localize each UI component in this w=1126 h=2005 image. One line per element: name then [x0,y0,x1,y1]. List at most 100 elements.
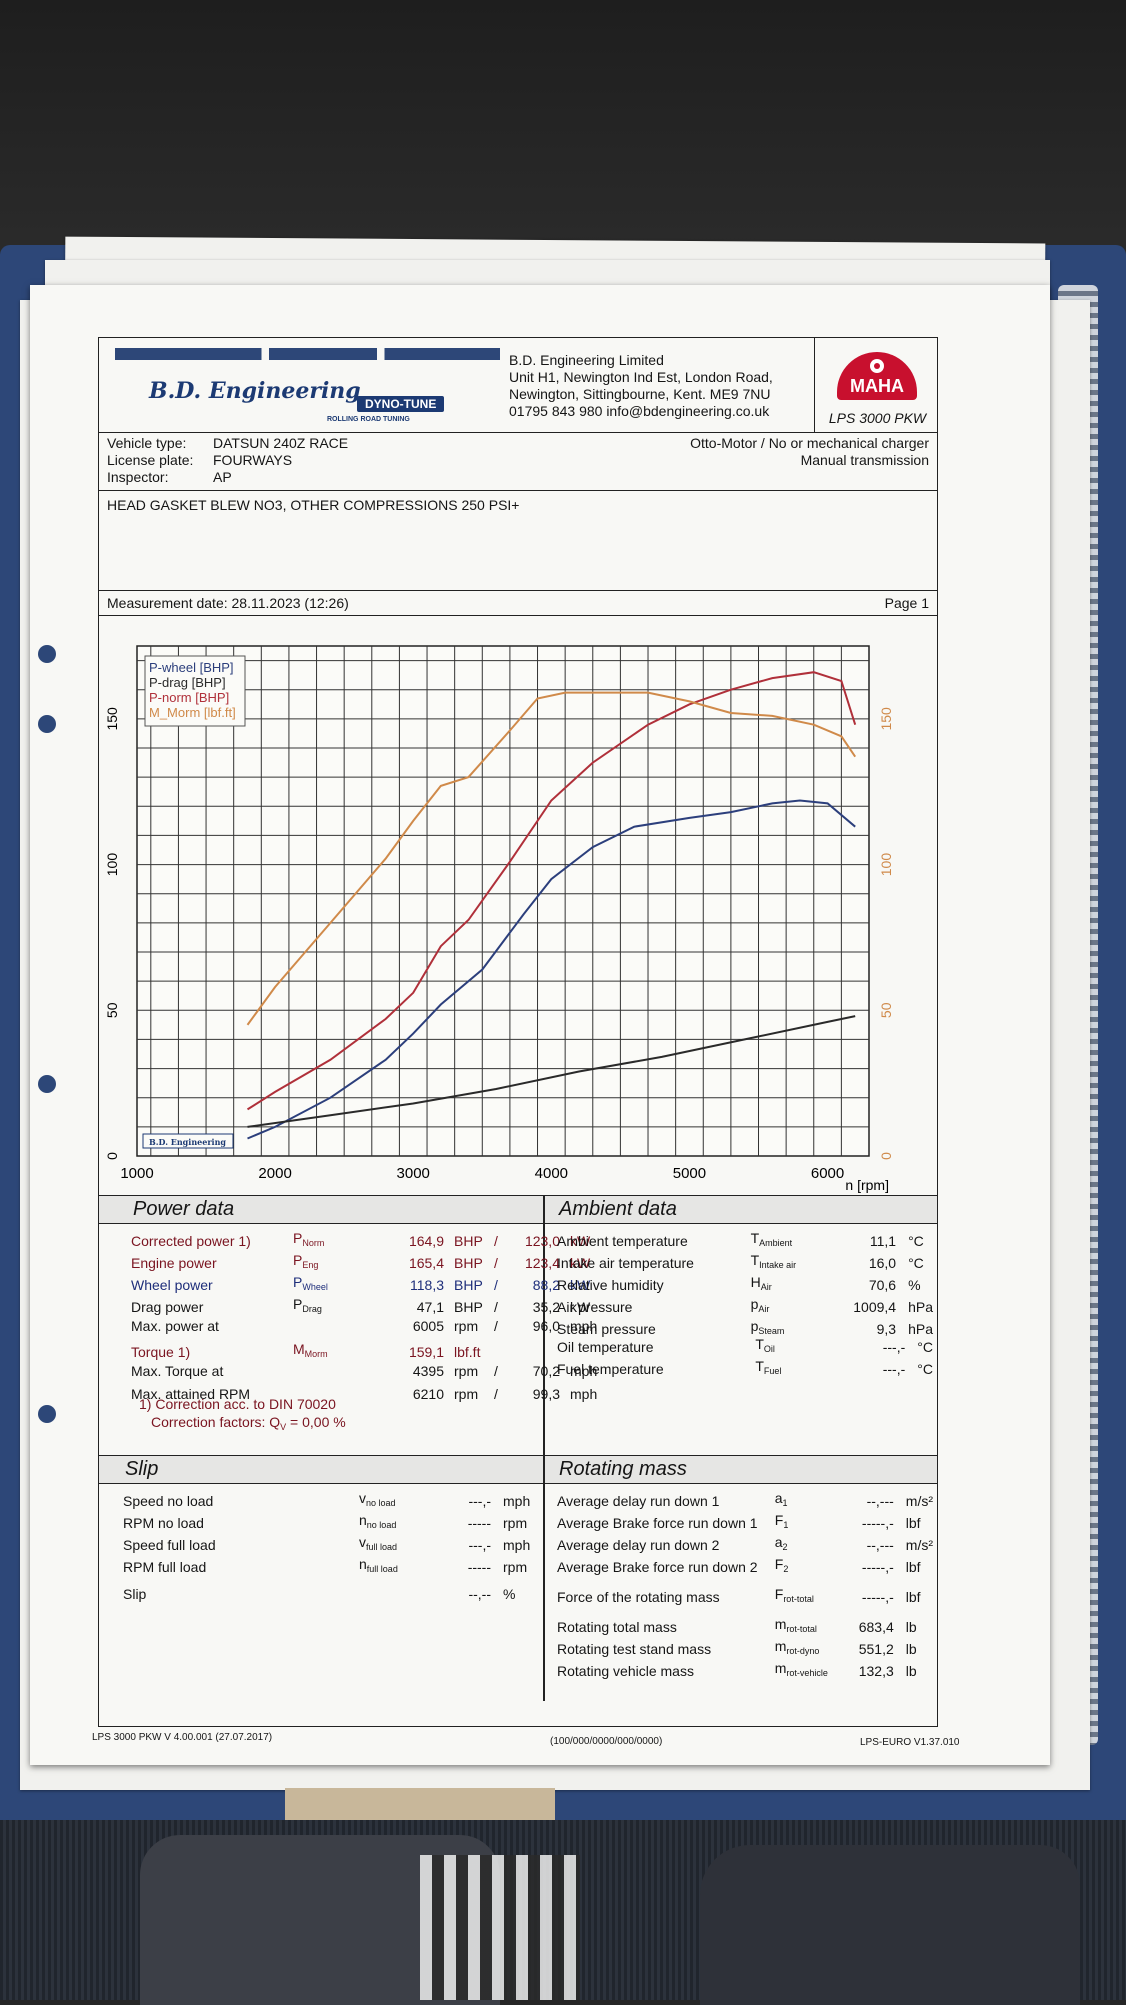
y-tick-label-left: 150 [104,707,120,731]
power-row: Max. power at 6005 rpm/96,0 mph [131,1318,598,1334]
slip-title: Slip [125,1458,159,1480]
data-row: Average Brake force run down 1 F1 -----,- l… [557,1512,921,1531]
dyno-tagline: ROLLING ROAD TUNING [327,416,410,423]
y-tick-label-right: 100 [878,853,894,877]
vehicle-info: Vehicle type: DATSUN 240Z RACE License pl… [99,433,937,491]
section-title-bar [99,1456,937,1484]
data-row: Average delay run down 2 a2 --,--- m/s² [557,1534,933,1553]
data-row: Average delay run down 1 a1 --,--- m/s² [557,1490,933,1509]
data-row: Fuel temperature TFuel ---,- °C [557,1358,933,1377]
series-line-3 [246,691,857,1026]
footer-code: (100/000/0000/000/0000) [550,1736,663,1747]
y-tick-label-left: 50 [104,1002,120,1018]
divider [543,1456,545,1701]
measurement-bar: Measurement date: 28.11.2023 (12:26) Pag… [99,591,937,616]
company-address: B.D. Engineering Limited Unit H1, Newing… [509,352,773,419]
data-row: RPM full load nfull load ----- rpm [123,1556,528,1575]
data-row: Average Brake force run down 2 F2 -----,- l… [557,1556,921,1575]
max-torque-row: Max. Torque at 4395 rpm/70,2 mph [131,1363,598,1379]
x-tick-label: 6000 [811,1165,844,1182]
x-axis-label: n [rpm] [845,1177,889,1193]
y-tick-label-left: 0 [104,1152,120,1160]
slip-table: Speed no load vno load ---,- mph RPM no load… [123,1490,534,1603]
header-contact-bar [115,348,500,360]
y-tick-label-right: 0 [878,1152,894,1160]
maha-wordmark: MAHA [850,376,904,396]
dark-background [0,0,1126,260]
max-rpm-row: Max. attained RPM 6210 rpm/99,3 mph [131,1386,598,1402]
y-tick-label-left: 100 [104,853,120,877]
data-row: Steam pressure pSteam 9,3 hPa [557,1318,933,1337]
series-line-2 [246,671,857,1111]
punch-hole [38,715,56,733]
report-header: B.D. Engineering DYNO-TUNE ROLLING ROAD … [99,338,937,433]
series-line-0 [247,799,856,1140]
x-tick-label: 2000 [258,1165,291,1182]
chart-section: 1000 2000 3000 4000 5000 6000 0 50 100 150 0 50 100 1… [99,616,937,1196]
y-tick-label-right: 50 [878,1002,894,1018]
data-section-1: Power data Ambient data Corrected power … [99,1196,937,1456]
series-line-1 [247,1015,856,1128]
data-row: Rotating test stand mass mrot-dyno 551,2 lb [557,1638,917,1657]
data-row: Force of the rotating mass Frot-total ----… [557,1586,921,1605]
company-logo: B.D. Engineering [149,378,361,404]
power-row: Wheel power PWheel 118,3 BHP/88,2 kW [131,1274,591,1293]
power-row: Drag power PDrag 47,1 BHP/35,2 kW [131,1296,591,1315]
plot-area [136,645,870,1157]
ambient-temp-table: Oil temperature TOil ---,- °C Fuel temperatu… [557,1336,937,1380]
engine-info: Otto-Motor / No or mechanical charger Ma… [690,435,929,468]
data-row: Rotating vehicle mass mrot-vehicle 132,3 lb [557,1660,917,1679]
notes-section: HEAD GASKET BLEW NO3, OTHER COMPRESSIONS… [99,491,937,591]
data-row: Speed no load vno load ---,- mph [123,1490,531,1509]
punch-hole [38,1075,56,1093]
divider [543,1196,545,1455]
footer-software: LPS-EURO V1.37.010 [860,1737,960,1748]
rotating-mass-title: Rotating mass [559,1458,687,1480]
slip-row: Slip --,--% [123,1586,516,1602]
section-title-bar [99,1196,937,1224]
power-curve-chart: 1000 2000 3000 4000 5000 6000 0 50 100 150 0 50 100 1… [104,645,894,1193]
data-row: Intake air temperature TIntake air 16,0 °C [557,1252,924,1271]
watermark-logo [142,1133,234,1149]
data-row: Ambient temperature TAmbient 11,1 °C [557,1230,924,1249]
legend-entry: P-wheel [BHP] [149,660,234,675]
power-data-title: Power data [133,1198,235,1220]
checkered-cuff [420,1855,580,2000]
data-row: Relative humidity HAir 70,6% [557,1274,921,1293]
dyno-report-page: B.D. Engineering DYNO-TUNE ROLLING ROAD … [30,285,1050,1765]
ambient-data-table: Ambient temperature TAmbient 11,1 °C Intake … [557,1230,937,1340]
x-tick-label: 4000 [535,1165,568,1182]
maha-logo-box: MAHA LPS 3000 PKW [814,338,940,433]
data-row: RPM no load nno load ----- rpm [123,1512,528,1531]
rotating-mass-table: Average delay run down 1 a1 --,--- m/s² Aver… [557,1490,937,1682]
legend-entry: P-drag [BHP] [149,675,226,690]
measurement-date: Measurement date: 28.11.2023 (12:26) [107,595,349,611]
x-tick-label: 1000 [120,1165,153,1182]
correction-note: 1) Correction acc. to DIN 70020 [139,1396,336,1412]
vehicle-table: Vehicle type: DATSUN 240Z RACE License pl… [107,435,349,485]
data-row: Oil temperature TOil ---,- °C [557,1336,933,1355]
ambient-data-title: Ambient data [559,1198,677,1220]
torque-row: Torque 1) MMorm 159,1 lbf.ft [131,1341,481,1360]
data-section-2: Slip Rotating mass Speed no load vno load… [99,1456,937,1701]
report-frame: B.D. Engineering DYNO-TUNE ROLLING ROAD … [98,337,938,1727]
watermark-logo-text: B.D. Engineering [149,1137,226,1147]
power-row: Corrected power 1) PNorm 164,9 BHP/123,0 kW [131,1230,591,1249]
dyno-model: LPS 3000 PKW [828,410,927,426]
chart-legend [144,655,246,727]
gear-icon [870,359,884,373]
data-row: Rotating total mass mrot-total 683,4 lb [557,1616,917,1635]
x-tick-label: 5000 [673,1165,706,1182]
data-row: Air pressure pAir 1009,4 hPa [557,1296,933,1315]
page-number: Page 1 [884,595,929,611]
correction-factors: Correction factors: QV = 0,00 % [151,1414,346,1432]
x-tick-label: 3000 [397,1165,430,1182]
punch-hole [38,1405,56,1423]
data-row: Speed full load vfull load ---,- mph [123,1534,531,1553]
footer-version: LPS 3000 PKW V 4.00.001 (27.07.2017) [92,1732,273,1743]
y-tick-label-right: 150 [878,707,894,731]
legend-entry: M_Morm [lbf.ft] [149,705,236,720]
dyno-tune-logo: DYNO-TUNE [357,396,445,412]
power-row: Engine power PEng 165,4 BHP/123,4 kW [131,1252,591,1271]
punch-hole [38,645,56,663]
